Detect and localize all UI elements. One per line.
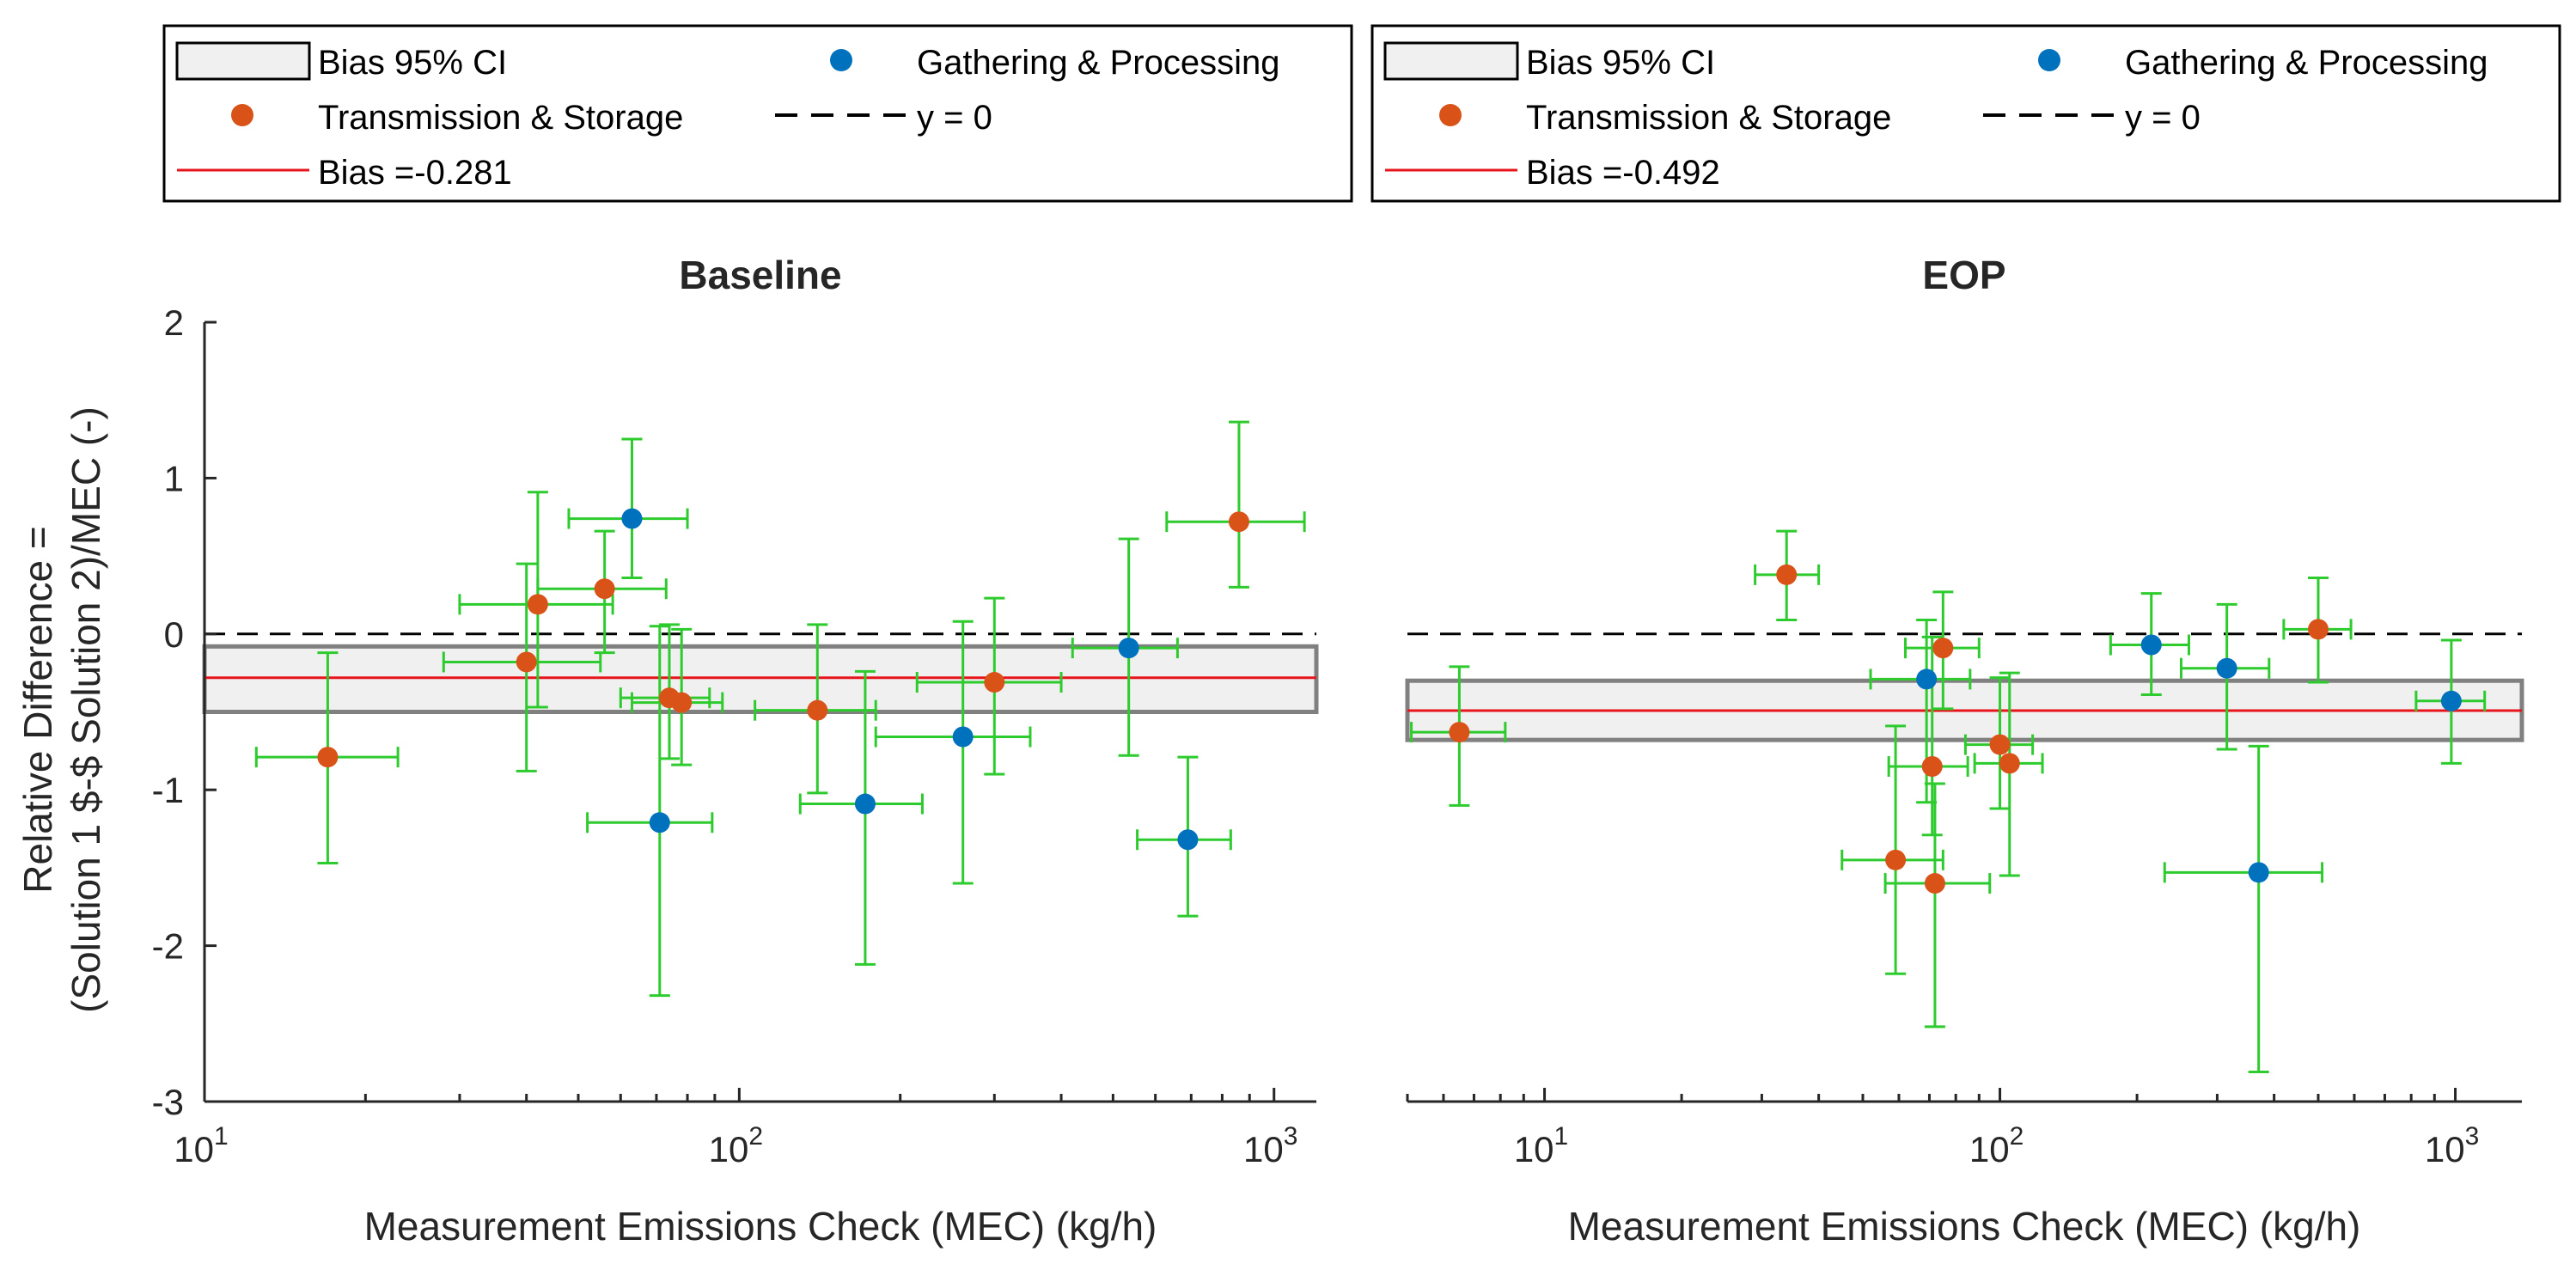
legend-ci-label: Bias 95% CI <box>1526 44 1715 82</box>
gp-point <box>1916 669 1938 690</box>
x-tick-label: 103 <box>2425 1122 2479 1169</box>
ts-point <box>1999 753 2020 774</box>
ts-point <box>1449 722 1470 743</box>
ts-point <box>1885 849 1907 870</box>
x-tick-label: 103 <box>1243 1122 1297 1169</box>
gp-point <box>2248 862 2269 883</box>
ts-point <box>1921 755 1943 777</box>
axes <box>1406 1088 2522 1103</box>
legend-zero-label: y = 0 <box>917 99 992 137</box>
plot-title: Baseline <box>679 253 841 297</box>
legend-baseline: Bias 95% CI Gathering & Processing Trans… <box>162 24 1353 203</box>
ts-point <box>2308 619 2329 640</box>
ts-point <box>317 747 339 768</box>
error-bar <box>567 437 689 579</box>
x-tick-label: 101 <box>174 1122 228 1169</box>
legend-ts-label: Transmission & Storage <box>318 99 683 137</box>
x-tick-exponent: 3 <box>1284 1122 1298 1151</box>
gp-point <box>621 508 643 529</box>
legend-bias-label: Bias =-0.281 <box>318 154 512 192</box>
ts-point <box>1776 564 1798 585</box>
gp-point <box>649 812 670 833</box>
x-tick-exponent: 2 <box>748 1122 763 1151</box>
x-tick-labels: 101 102 103 <box>174 1122 1297 1169</box>
y-tick-label: 2 <box>164 302 184 343</box>
data-points <box>317 508 1249 851</box>
bias-ci-band <box>202 644 1319 715</box>
plot-baseline: Baseline 101 102 103 210-1-2-3 Measurement… <box>152 253 1319 1249</box>
x-tick-base: 10 <box>2425 1129 2465 1169</box>
y-tick-label: -3 <box>152 1082 184 1122</box>
y-axis-label-line2: (Solution 1 $-$ Solution 2)/MEC (-) <box>64 406 108 1013</box>
legend-ts-marker <box>231 104 253 126</box>
legend-ci-swatch <box>175 41 311 81</box>
legend-box <box>162 24 1353 203</box>
error-bars <box>254 420 1306 998</box>
gp-point <box>854 793 876 815</box>
plot-eop: EOP 101 102 103 Measurement Emissions Chec… <box>1405 253 2524 1249</box>
error-bar <box>2163 744 2324 1074</box>
y-tick-label: 1 <box>164 458 184 498</box>
legend-gp-label: Gathering & Processing <box>2125 44 2487 82</box>
x-tick-base: 10 <box>1514 1129 1554 1169</box>
y-tick-label: -2 <box>152 926 184 967</box>
legend-ci-label: Bias 95% CI <box>318 44 507 82</box>
bias-ci-rect <box>202 644 1319 715</box>
x-axis-label: Measurement Emissions Check (MEC) (kg/h) <box>364 1204 1157 1249</box>
data-points <box>1449 564 2462 894</box>
x-tick-exponent: 2 <box>2010 1122 2024 1151</box>
y-tick-label: 0 <box>164 614 184 655</box>
x-axis-label: Measurement Emissions Check (MEC) (kg/h) <box>1568 1204 2361 1249</box>
x-tick-label: 102 <box>709 1122 763 1169</box>
ts-point <box>984 672 1005 693</box>
gp-point <box>2216 657 2237 679</box>
legend-ts-marker <box>1439 104 1462 126</box>
legend-gp-marker <box>2038 49 2060 71</box>
ts-point <box>1228 511 1249 533</box>
x-tick-base: 10 <box>1969 1129 2010 1169</box>
x-tick-labels: 101 102 103 <box>1514 1122 2479 1169</box>
x-tick-base: 10 <box>174 1129 214 1169</box>
gp-point <box>2440 690 2462 711</box>
error-bar <box>1165 420 1306 589</box>
gp-point <box>1177 829 1199 851</box>
axes <box>203 321 1316 1103</box>
x-tick-base: 10 <box>1243 1129 1284 1169</box>
legend-zero-label: y = 0 <box>2125 99 2201 137</box>
ts-point <box>594 578 615 600</box>
ts-point <box>1932 638 1954 659</box>
ts-point <box>1989 734 2011 755</box>
legend-ci-swatch <box>1383 41 1519 81</box>
x-tick-exponent: 3 <box>2465 1122 2480 1151</box>
ts-point <box>527 594 548 615</box>
legend-box <box>1370 24 2561 203</box>
ts-point <box>807 699 828 721</box>
plot-title: EOP <box>1922 253 2005 297</box>
legend-eop: Bias 95% CI Gathering & Processing Trans… <box>1370 24 2561 203</box>
error-bars <box>1410 529 2487 1074</box>
error-bar <box>1883 782 1992 1029</box>
gp-point <box>952 726 974 748</box>
x-tick-base: 10 <box>709 1129 749 1169</box>
x-tick-exponent: 1 <box>1554 1122 1569 1151</box>
ts-point <box>1924 873 1945 894</box>
x-tick-label: 102 <box>1969 1122 2024 1169</box>
y-tick-label: -1 <box>152 770 184 810</box>
y-axis-label-line1: Relative Difference = <box>15 526 60 893</box>
x-tick-label: 101 <box>1514 1122 1568 1169</box>
y-tick-labels: 2 1 0 -1 -2 -3 <box>152 302 184 1122</box>
legend-ts-label: Transmission & Storage <box>1526 99 1891 137</box>
ts-point <box>516 651 537 673</box>
legend-bias-label: Bias =-0.492 <box>1526 154 1720 192</box>
x-tick-exponent: 1 <box>214 1122 229 1151</box>
gp-point <box>1118 638 1139 659</box>
legend-gp-marker <box>830 49 852 71</box>
gp-point <box>2140 634 2162 656</box>
ts-point <box>671 692 693 713</box>
legend-gp-label: Gathering & Processing <box>917 44 1279 82</box>
